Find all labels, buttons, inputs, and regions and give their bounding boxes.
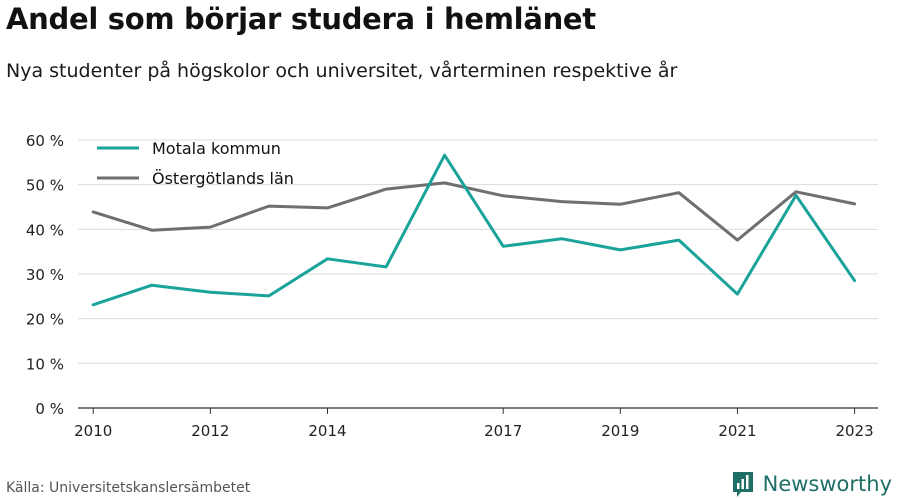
x-tick-label: 2014 xyxy=(308,422,346,440)
x-tick-label: 2021 xyxy=(718,422,756,440)
brand-logo: Newsworthy xyxy=(731,470,892,498)
chart-subtitle: Nya studenter på högskolor och universit… xyxy=(6,60,678,82)
x-tick-label: 2019 xyxy=(601,422,639,440)
series-line-ostergotland xyxy=(91,181,857,242)
brand-name: Newsworthy xyxy=(762,472,892,496)
source-note: Källa: Universitetskanslersämbetet xyxy=(6,480,251,496)
y-tick-label: 20 % xyxy=(26,311,64,329)
x-tick-label: 2017 xyxy=(484,422,522,440)
legend-label: Östergötlands län xyxy=(152,169,294,188)
x-tick-label: 2010 xyxy=(74,422,112,440)
newsworthy-logo-icon xyxy=(732,472,753,497)
y-tick-label: 50 % xyxy=(26,177,64,195)
x-tick-label: 2012 xyxy=(191,422,229,440)
series-line-motala xyxy=(91,153,857,307)
y-tick-label: 10 % xyxy=(26,355,64,373)
y-tick-label: 40 % xyxy=(26,221,64,239)
y-tick-label: 60 % xyxy=(26,132,64,150)
legend-label: Motala kommun xyxy=(152,139,281,158)
x-tick-label: 2023 xyxy=(835,422,873,440)
y-tick-label: 0 % xyxy=(35,400,64,418)
y-tick-label: 30 % xyxy=(26,266,64,284)
chart-title: Andel som börjar studera i hemlänet xyxy=(6,2,596,36)
